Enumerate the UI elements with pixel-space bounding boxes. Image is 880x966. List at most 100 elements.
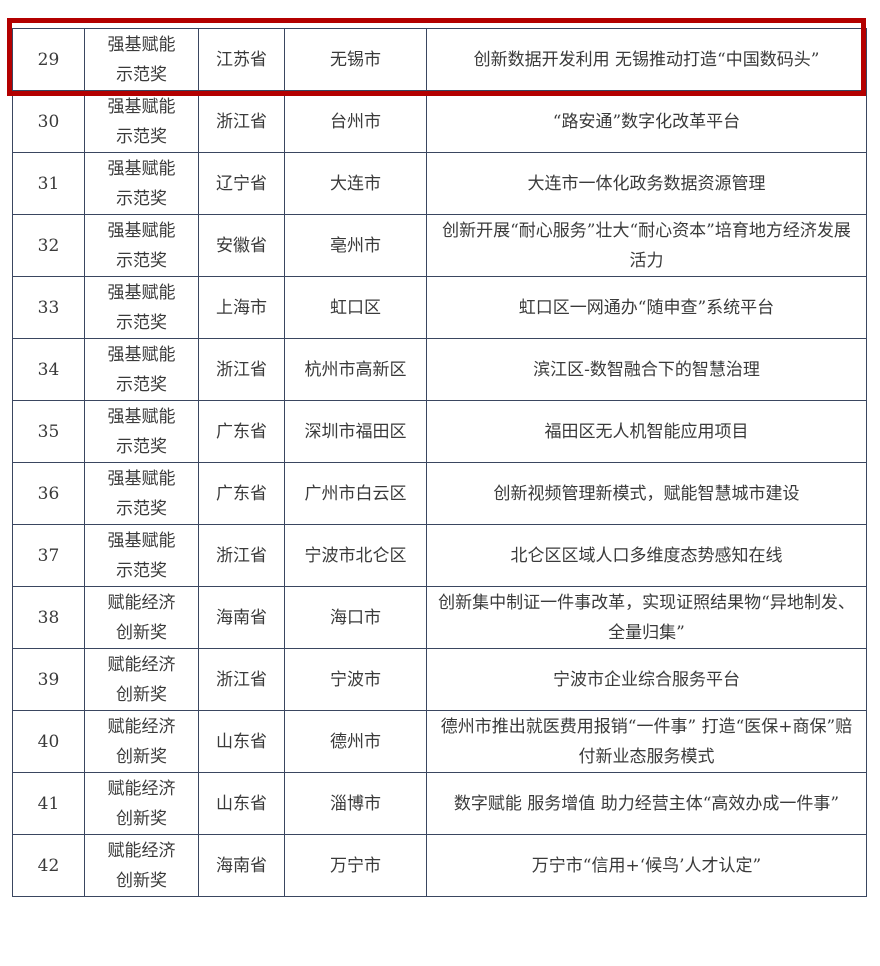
table-row: 40 赋能经济 创新奖 山东省 德州市 德州市推出就医费用报销“一件事” 打造“医保+商保… bbox=[12, 710, 867, 773]
award-category: 强基赋能 示范奖 bbox=[84, 276, 199, 339]
row-number: 32 bbox=[12, 214, 85, 277]
project-name: 创新视频管理新模式，赋能智慧城市建设 bbox=[426, 462, 867, 525]
row-number: 35 bbox=[12, 400, 85, 463]
award-line: 强基赋能 bbox=[107, 344, 176, 365]
award-category: 强基赋能 示范奖 bbox=[84, 524, 199, 587]
award-line: 强基赋能 bbox=[107, 468, 176, 489]
award-category: 强基赋能 示范奖 bbox=[84, 152, 199, 215]
award-category: 赋能经济 创新奖 bbox=[84, 834, 199, 897]
award-line: 创新奖 bbox=[116, 746, 167, 767]
province: 江苏省 bbox=[198, 28, 285, 91]
row-number: 39 bbox=[12, 648, 85, 711]
project-name: 宁波市企业综合服务平台 bbox=[426, 648, 867, 711]
award-category: 赋能经济 创新奖 bbox=[84, 710, 199, 773]
award-line: 强基赋能 bbox=[107, 282, 176, 303]
row-number: 37 bbox=[12, 524, 85, 587]
project-name: 德州市推出就医费用报销“一件事” 打造“医保+商保”赔付新业态服务模式 bbox=[426, 710, 867, 773]
row-number: 29 bbox=[12, 28, 85, 91]
project-name: 滨江区-数智融合下的智慧治理 bbox=[426, 338, 867, 401]
city: 淄博市 bbox=[284, 772, 427, 835]
award-category: 赋能经济 创新奖 bbox=[84, 586, 199, 649]
row-number: 31 bbox=[12, 152, 85, 215]
project-name: 北仑区区域人口多维度态势感知在线 bbox=[426, 524, 867, 587]
award-line: 示范奖 bbox=[116, 374, 167, 395]
award-line: 赋能经济 bbox=[107, 654, 176, 675]
city: 无锡市 bbox=[284, 28, 427, 91]
project-name: “路安通”数字化改革平台 bbox=[426, 90, 867, 153]
province: 广东省 bbox=[198, 400, 285, 463]
city: 德州市 bbox=[284, 710, 427, 773]
award-line: 赋能经济 bbox=[107, 840, 176, 861]
table-row: 39 赋能经济 创新奖 浙江省 宁波市 宁波市企业综合服务平台 bbox=[12, 648, 867, 711]
province: 上海市 bbox=[198, 276, 285, 339]
award-line: 赋能经济 bbox=[107, 716, 176, 737]
award-line: 强基赋能 bbox=[107, 530, 176, 551]
award-line: 示范奖 bbox=[116, 64, 167, 85]
province: 浙江省 bbox=[198, 90, 285, 153]
award-line: 创新奖 bbox=[116, 808, 167, 829]
award-line: 示范奖 bbox=[116, 250, 167, 271]
award-line: 示范奖 bbox=[116, 436, 167, 457]
province: 山东省 bbox=[198, 710, 285, 773]
province: 浙江省 bbox=[198, 648, 285, 711]
award-category: 强基赋能 示范奖 bbox=[84, 214, 199, 277]
table-row: 35 强基赋能 示范奖 广东省 深圳市福田区 福田区无人机智能应用项目 bbox=[12, 400, 867, 463]
project-name: 福田区无人机智能应用项目 bbox=[426, 400, 867, 463]
city: 宁波市 bbox=[284, 648, 427, 711]
province: 辽宁省 bbox=[198, 152, 285, 215]
awards-table: 29 强基赋能 示范奖 江苏省 无锡市 创新数据开发利用 无锡推动打造“中国数码头” 30 强… bbox=[12, 28, 867, 897]
project-name: 万宁市“信用+‘候鸟’人才认定” bbox=[426, 834, 867, 897]
row-number: 34 bbox=[12, 338, 85, 401]
award-category: 赋能经济 创新奖 bbox=[84, 772, 199, 835]
table-row: 32 强基赋能 示范奖 安徽省 亳州市 创新开展“耐心服务”壮大“耐心资本”培育地方经济发… bbox=[12, 214, 867, 277]
award-line: 示范奖 bbox=[116, 126, 167, 147]
award-line: 创新奖 bbox=[116, 684, 167, 705]
award-category: 强基赋能 示范奖 bbox=[84, 90, 199, 153]
award-category: 强基赋能 示范奖 bbox=[84, 338, 199, 401]
table-row: 37 强基赋能 示范奖 浙江省 宁波市北仑区 北仑区区域人口多维度态势感知在线 bbox=[12, 524, 867, 587]
table-row: 38 赋能经济 创新奖 海南省 海口市 创新集中制证一件事改革，实现证照结果物“异地制发、… bbox=[12, 586, 867, 649]
award-category: 赋能经济 创新奖 bbox=[84, 648, 199, 711]
award-line: 赋能经济 bbox=[107, 778, 176, 799]
project-name: 创新数据开发利用 无锡推动打造“中国数码头” bbox=[426, 28, 867, 91]
award-category: 强基赋能 示范奖 bbox=[84, 462, 199, 525]
city: 广州市白云区 bbox=[284, 462, 427, 525]
table-row: 41 赋能经济 创新奖 山东省 淄博市 数字赋能 服务增值 助力经营主体“高效办成一件事” bbox=[12, 772, 867, 835]
project-name: 大连市一体化政务数据资源管理 bbox=[426, 152, 867, 215]
project-name: 虹口区一网通办“随申查”系统平台 bbox=[426, 276, 867, 339]
award-line: 创新奖 bbox=[116, 870, 167, 891]
city: 万宁市 bbox=[284, 834, 427, 897]
table-row: 34 强基赋能 示范奖 浙江省 杭州市高新区 滨江区-数智融合下的智慧治理 bbox=[12, 338, 867, 401]
province: 浙江省 bbox=[198, 338, 285, 401]
table-row: 42 赋能经济 创新奖 海南省 万宁市 万宁市“信用+‘候鸟’人才认定” bbox=[12, 834, 867, 897]
row-number: 41 bbox=[12, 772, 85, 835]
project-name: 创新开展“耐心服务”壮大“耐心资本”培育地方经济发展活力 bbox=[426, 214, 867, 277]
city: 海口市 bbox=[284, 586, 427, 649]
award-line: 创新奖 bbox=[116, 622, 167, 643]
award-category: 强基赋能 示范奖 bbox=[84, 400, 199, 463]
table-row: 30 强基赋能 示范奖 浙江省 台州市 “路安通”数字化改革平台 bbox=[12, 90, 867, 153]
table-row: 36 强基赋能 示范奖 广东省 广州市白云区 创新视频管理新模式，赋能智慧城市建设 bbox=[12, 462, 867, 525]
province: 浙江省 bbox=[198, 524, 285, 587]
award-line: 示范奖 bbox=[116, 560, 167, 581]
award-line: 示范奖 bbox=[116, 498, 167, 519]
award-line: 赋能经济 bbox=[107, 592, 176, 613]
row-number: 38 bbox=[12, 586, 85, 649]
row-number: 36 bbox=[12, 462, 85, 525]
award-category: 强基赋能 示范奖 bbox=[84, 28, 199, 91]
award-line: 示范奖 bbox=[116, 312, 167, 333]
province: 海南省 bbox=[198, 834, 285, 897]
city: 宁波市北仑区 bbox=[284, 524, 427, 587]
award-line: 强基赋能 bbox=[107, 96, 176, 117]
project-name: 创新集中制证一件事改革，实现证照结果物“异地制发、全量归集” bbox=[426, 586, 867, 649]
city: 大连市 bbox=[284, 152, 427, 215]
awards-table-body: 29 强基赋能 示范奖 江苏省 无锡市 创新数据开发利用 无锡推动打造“中国数码头” 30 强… bbox=[12, 28, 867, 897]
city: 台州市 bbox=[284, 90, 427, 153]
award-line: 强基赋能 bbox=[107, 220, 176, 241]
table-row: 29 强基赋能 示范奖 江苏省 无锡市 创新数据开发利用 无锡推动打造“中国数码头” bbox=[12, 28, 867, 91]
table-row: 33 强基赋能 示范奖 上海市 虹口区 虹口区一网通办“随申查”系统平台 bbox=[12, 276, 867, 339]
award-line: 示范奖 bbox=[116, 188, 167, 209]
row-number: 30 bbox=[12, 90, 85, 153]
row-number: 33 bbox=[12, 276, 85, 339]
award-line: 强基赋能 bbox=[107, 406, 176, 427]
